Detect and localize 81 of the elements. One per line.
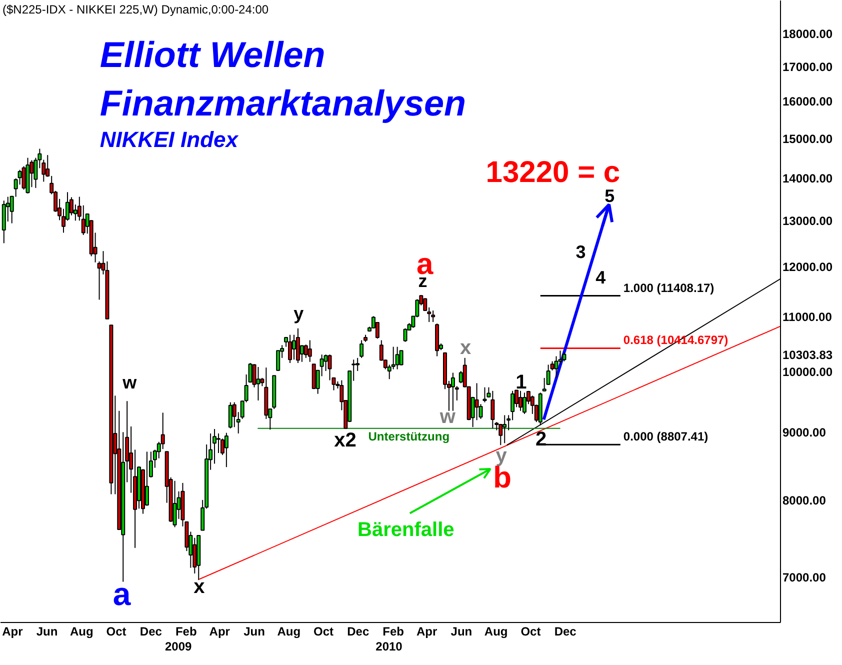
candlestick (431, 310, 436, 322)
annotation: y (294, 303, 304, 324)
text: 2010 (376, 640, 403, 654)
y-tick-label: 17000.00 (782, 60, 833, 74)
candlestick (403, 328, 408, 342)
candlestick (144, 451, 149, 506)
candlestick (550, 360, 554, 371)
x-tick-label: Oct (520, 624, 541, 638)
candlestick (375, 321, 380, 340)
x-tick-label: Feb (382, 624, 404, 638)
x-tick-label: Apr (2, 624, 24, 638)
candlestick (356, 357, 360, 372)
annotation: 3 (576, 242, 586, 262)
series-label: 0.000 (8807.41) (623, 430, 708, 444)
candlestick (328, 354, 332, 381)
candlestick (308, 340, 312, 362)
candlestick (304, 344, 308, 358)
y-tick-label: 14000.00 (782, 172, 833, 186)
annotation: a (112, 576, 131, 612)
x-tick-label: Apr (209, 624, 230, 638)
y-tick-label: 16000.00 (782, 94, 833, 109)
annotation: 4 (596, 268, 606, 288)
text: Elliott Wellen (100, 34, 326, 76)
candlestick (482, 386, 487, 403)
y-tick-label: 18000.00 (782, 26, 833, 41)
x-tick-label: Jun (244, 624, 265, 638)
text: 2009 (165, 640, 192, 654)
text: Finanzmarktanalysen (100, 82, 466, 124)
x-tick-label: Aug (277, 624, 301, 638)
annotation: Bärenfalle (358, 518, 454, 541)
candlestick (292, 334, 296, 360)
candlestick (518, 390, 522, 412)
candlestick (522, 392, 526, 414)
annotation: Unterstützung (368, 429, 450, 444)
candlestick (395, 346, 400, 370)
annotation: ($N225-IDX - NIKKEI 225,W) Dynamic,0:00-24:00 (2, 2, 269, 16)
candlestick (510, 390, 515, 421)
y-tick-label: 12000.00 (782, 260, 833, 274)
x-tick-label: Oct (106, 624, 126, 638)
annotation: w (438, 406, 456, 428)
y-tick-label: 15000.00 (782, 132, 833, 146)
y-tick-label: 10000.00 (782, 365, 833, 380)
y-tick-label: 9000.00 (782, 426, 826, 440)
candlestick (546, 364, 550, 386)
candlestick (216, 432, 220, 454)
x-tick-label: Dec (347, 624, 370, 638)
y-tick-label: 8000.00 (782, 493, 826, 508)
candlestick (172, 480, 177, 528)
x-tick-label: Apr (416, 624, 438, 638)
y-tick-label: 7000.00 (782, 570, 826, 584)
candlestick (97, 260, 102, 300)
candlestick (256, 366, 260, 401)
candlestick (224, 432, 228, 468)
candlestick (228, 402, 232, 429)
annotation: w (122, 372, 138, 392)
x-tick-label: Feb (175, 624, 197, 638)
candlestick (296, 328, 300, 364)
annotation: x2 (334, 429, 356, 452)
y-tick-label: 13000.00 (782, 214, 833, 228)
series-label: 1.000 (11408.17) (623, 280, 714, 295)
annotation: NIKKEI Index (100, 126, 239, 152)
x-tick-label: Dec (554, 624, 577, 638)
x-tick-label: Jun (450, 624, 472, 638)
annotation: x (460, 336, 472, 359)
x-tick-label: Dec (140, 624, 162, 638)
candlestick (360, 340, 364, 358)
candlestick (399, 350, 404, 366)
candlestick (288, 334, 292, 364)
y-tick-label: 10303.83 (782, 348, 833, 362)
candlestick (474, 382, 479, 421)
x-tick-label: Aug (484, 624, 508, 638)
x-tick-label: Jun (36, 624, 58, 638)
annotation: x (194, 576, 205, 598)
candlestick (18, 169, 22, 186)
x-tick-label: Oct (314, 624, 334, 638)
candlestick (502, 414, 507, 444)
candlestick (490, 390, 495, 429)
annotation: 1 (516, 371, 527, 394)
x-tick-label: Aug (70, 624, 94, 638)
candlestick (450, 372, 455, 412)
y-tick-label: 11000.00 (782, 310, 832, 324)
